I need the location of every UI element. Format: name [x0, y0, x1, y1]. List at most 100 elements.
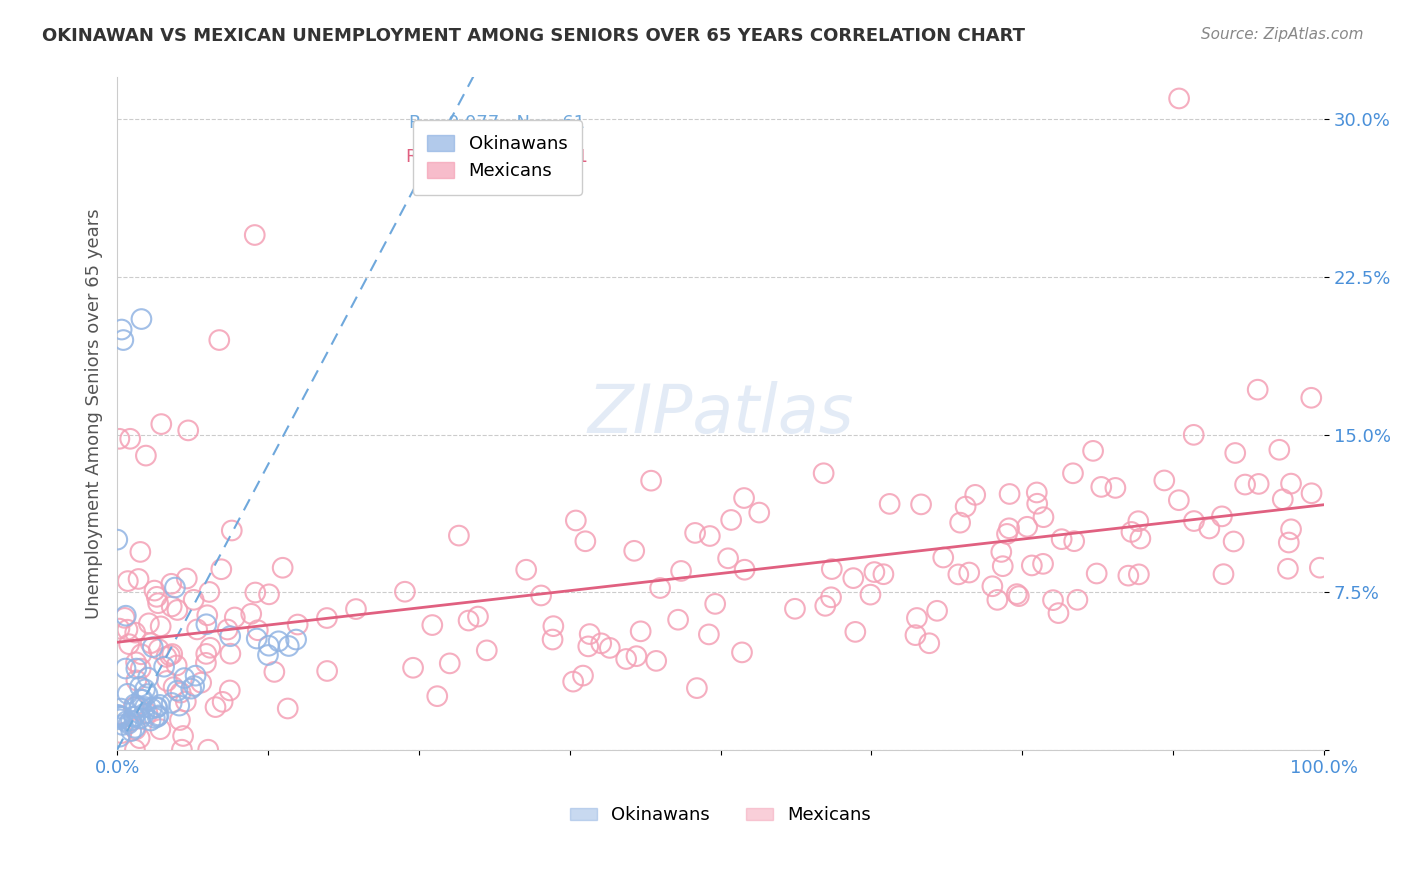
- Point: [704, 597, 727, 611]
- Point: [111, 322, 134, 336]
- Point: [932, 550, 955, 565]
- Point: [125, 656, 148, 670]
- Point: [128, 700, 150, 714]
- Point: [998, 521, 1021, 535]
- Point: [129, 692, 152, 706]
- Point: [155, 649, 177, 664]
- Point: [108, 622, 131, 636]
- Point: [160, 576, 183, 591]
- Point: [174, 694, 197, 708]
- Point: [105, 533, 128, 547]
- Point: [1128, 514, 1150, 528]
- Point: [177, 423, 200, 437]
- Point: [626, 649, 648, 664]
- Point: [813, 467, 835, 481]
- Point: [599, 640, 621, 655]
- Point: [136, 671, 159, 685]
- Point: [186, 623, 208, 637]
- Point: [576, 640, 599, 654]
- Point: [995, 527, 1018, 541]
- Point: [981, 579, 1004, 593]
- Point: [146, 709, 169, 723]
- Point: [176, 572, 198, 586]
- Point: [159, 648, 181, 663]
- Point: [143, 583, 166, 598]
- Point: [166, 603, 188, 617]
- Point: [114, 608, 136, 623]
- Point: [426, 689, 449, 703]
- Point: [110, 701, 132, 715]
- Text: ZIPatlas: ZIPatlas: [588, 381, 853, 447]
- Point: [844, 624, 866, 639]
- Point: [117, 687, 139, 701]
- Point: [614, 652, 637, 666]
- Point: [108, 730, 131, 744]
- Point: [515, 563, 537, 577]
- Text: R = 0.077   N =  61: R = 0.077 N = 61: [409, 114, 585, 132]
- Point: [120, 724, 142, 739]
- Point: [145, 700, 167, 714]
- Point: [108, 712, 131, 726]
- Point: [166, 683, 188, 698]
- Point: [285, 632, 308, 647]
- Point: [221, 524, 243, 538]
- Point: [219, 647, 242, 661]
- Point: [1005, 587, 1028, 601]
- Point: [169, 685, 191, 699]
- Point: [257, 587, 280, 601]
- Point: [1225, 446, 1247, 460]
- Point: [650, 581, 672, 595]
- Point: [114, 611, 136, 625]
- Point: [142, 640, 165, 655]
- Point: [734, 563, 756, 577]
- Point: [124, 721, 146, 735]
- Point: [733, 491, 755, 505]
- Point: [1042, 593, 1064, 607]
- Point: [114, 661, 136, 675]
- Point: [1211, 509, 1233, 524]
- Point: [190, 675, 212, 690]
- Point: [918, 636, 941, 650]
- Point: [148, 708, 170, 723]
- Point: [287, 617, 309, 632]
- Point: [1128, 567, 1150, 582]
- Point: [145, 590, 167, 604]
- Point: [128, 572, 150, 586]
- Point: [257, 648, 280, 662]
- Point: [169, 713, 191, 727]
- Point: [457, 614, 479, 628]
- Point: [991, 559, 1014, 574]
- Point: [731, 645, 754, 659]
- Point: [467, 609, 489, 624]
- Point: [1026, 497, 1049, 511]
- Point: [120, 432, 142, 446]
- Point: [124, 698, 146, 712]
- Point: [271, 560, 294, 574]
- Point: [562, 674, 585, 689]
- Point: [129, 648, 152, 662]
- Point: [117, 623, 139, 637]
- Point: [316, 611, 339, 625]
- Point: [245, 585, 267, 599]
- Point: [136, 687, 159, 701]
- Point: [134, 700, 156, 714]
- Point: [1168, 91, 1191, 105]
- Point: [153, 659, 176, 673]
- Text: OKINAWAN VS MEXICAN UNEMPLOYMENT AMONG SENIORS OVER 65 YEARS CORRELATION CHART: OKINAWAN VS MEXICAN UNEMPLOYMENT AMONG S…: [42, 27, 1025, 45]
- Point: [1309, 560, 1331, 574]
- Text: Source: ZipAtlas.com: Source: ZipAtlas.com: [1201, 27, 1364, 42]
- Point: [1047, 606, 1070, 620]
- Point: [124, 742, 146, 756]
- Point: [344, 602, 367, 616]
- Point: [146, 700, 169, 714]
- Point: [107, 708, 129, 723]
- Point: [108, 709, 131, 723]
- Point: [955, 500, 977, 514]
- Point: [117, 574, 139, 588]
- Point: [316, 664, 339, 678]
- Point: [645, 654, 668, 668]
- Point: [1017, 520, 1039, 534]
- Point: [1066, 592, 1088, 607]
- Point: [1279, 522, 1302, 536]
- Point: [783, 601, 806, 615]
